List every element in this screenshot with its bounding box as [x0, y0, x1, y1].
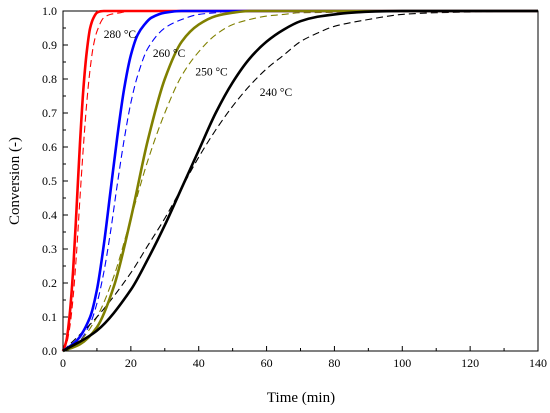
y-tick-label: 0.3: [42, 242, 57, 256]
x-tick-label: 40: [193, 356, 205, 370]
series-layer: [61, 9, 539, 353]
series-line-250-solid: [62, 9, 538, 353]
y-tick-label: 0.4: [42, 208, 57, 222]
series-line-280-solid: [61, 9, 538, 352]
y-axis-label: Conversion (-): [7, 137, 23, 225]
x-tick-label: 80: [328, 356, 340, 370]
y-tick-label: 1.0: [42, 4, 57, 18]
series-line-240-solid: [62, 9, 538, 353]
series-line-280-dashed: [62, 10, 538, 352]
x-tick-label: 100: [393, 356, 411, 370]
annotation-label-260: 260 °C: [153, 48, 186, 60]
series-line-240-dashed: [62, 10, 539, 352]
y-tick-label: 0.0: [42, 344, 57, 358]
y-tick-label: 0.8: [42, 72, 57, 86]
x-tick-label: 140: [529, 356, 547, 370]
plot-frame: [62, 10, 539, 352]
annotation-label-250: 250 °C: [195, 67, 228, 79]
x-tick-label: 120: [461, 356, 479, 370]
x-tick-label: 60: [261, 356, 273, 370]
annotation-layer: 280 °C 260 °C 250 °C 240 °C: [104, 29, 293, 99]
series-line-260-dashed: [62, 10, 538, 352]
annotation-label-280: 280 °C: [104, 29, 137, 41]
y-tick-label: 0.9: [42, 38, 57, 52]
annotation-label-240: 240 °C: [260, 87, 293, 99]
x-tick-label: 0: [60, 356, 66, 370]
plot-area: [62, 10, 539, 352]
series-line-250-dashed: [62, 10, 539, 352]
x-tick-label: 20: [125, 356, 137, 370]
axis-layer: 0 20 40 60 80 100 120 140 0.0 0.1 0.2 0.3 0.4 0.5 0.6 0…: [42, 4, 547, 370]
y-tick-label: 0.6: [42, 140, 57, 154]
y-tick-label: 0.7: [42, 106, 57, 120]
series-line-260-solid: [62, 9, 538, 353]
y-tick-label: 0.1: [42, 310, 57, 324]
y-tick-label: 0.5: [42, 174, 57, 188]
x-axis-label: Time (min): [267, 390, 335, 406]
y-tick-label: 0.2: [42, 276, 57, 290]
